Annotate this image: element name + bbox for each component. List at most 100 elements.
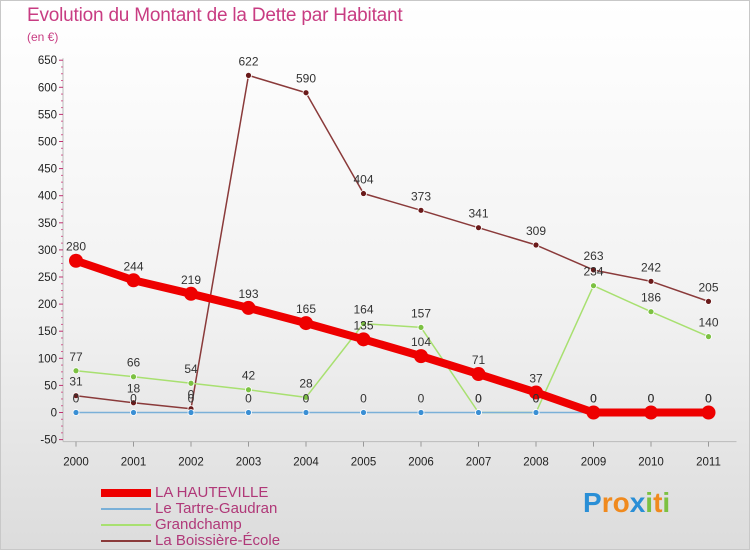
data-label: 135 xyxy=(353,318,373,332)
x-tick-label: 2004 xyxy=(293,457,319,469)
x-tick-label: 2006 xyxy=(408,457,434,469)
logo-letter: i xyxy=(645,487,654,518)
data-label: 0 xyxy=(188,388,195,402)
y-tick-label: 550 xyxy=(38,109,57,121)
data-label: 0 xyxy=(418,392,425,406)
data-label: 0 xyxy=(705,392,712,406)
y-tick-label: 250 xyxy=(38,272,57,284)
legend-swatch xyxy=(101,540,151,542)
y-tick-label: 0 xyxy=(51,408,57,420)
data-label: 0 xyxy=(705,392,712,406)
data-label: 219 xyxy=(181,273,201,287)
series-point xyxy=(72,367,80,375)
data-label: 18 xyxy=(127,382,141,396)
data-label: 77 xyxy=(69,350,83,364)
series-point xyxy=(590,266,597,274)
y-tick-label: 350 xyxy=(38,218,57,230)
y-tick-label: 500 xyxy=(38,137,57,149)
data-label: 165 xyxy=(296,302,316,316)
series-point xyxy=(644,405,658,420)
series-point xyxy=(647,277,655,285)
data-label: 71 xyxy=(472,353,486,367)
series-point xyxy=(184,286,198,301)
data-label: 263 xyxy=(583,249,603,263)
legend-label: La Boissière-École xyxy=(155,532,281,549)
data-label: 622 xyxy=(238,54,258,68)
logo-letter: i xyxy=(662,487,671,518)
series-point xyxy=(130,399,137,407)
series-point xyxy=(187,409,195,416)
data-label: 205 xyxy=(698,280,718,294)
data-label: 0 xyxy=(130,392,137,406)
data-label: 0 xyxy=(360,392,367,406)
series-point xyxy=(414,349,428,364)
data-label: 193 xyxy=(238,287,258,301)
x-tick-label: 2003 xyxy=(236,457,262,469)
data-label: 42 xyxy=(242,369,256,383)
legend-label: Le Tartre-Gaudran xyxy=(155,500,278,517)
legend-item: La Boissière-École xyxy=(101,532,361,549)
x-tick-label: 2002 xyxy=(178,457,204,469)
data-label: 309 xyxy=(526,224,546,238)
data-label: 157 xyxy=(411,306,431,320)
series-point xyxy=(586,405,601,420)
data-label: 0 xyxy=(533,392,540,406)
series-line xyxy=(75,74,710,410)
data-label: 0 xyxy=(475,392,482,406)
data-label: 0 xyxy=(590,392,597,406)
chart-axes: -50 0 50 100 150 200 250 300 350 400 450 500 550 600 6… xyxy=(38,55,737,469)
y-tick-label: 600 xyxy=(38,82,57,94)
legend-swatch xyxy=(101,524,151,526)
data-label: 373 xyxy=(411,189,431,203)
series-point xyxy=(245,409,252,416)
series-point xyxy=(302,409,310,416)
series-point xyxy=(245,386,252,394)
series-point xyxy=(590,282,597,290)
y-tick-label: 100 xyxy=(38,353,57,365)
data-label: 0 xyxy=(245,392,252,406)
data-label: 28 xyxy=(299,376,313,390)
series-point xyxy=(701,405,716,420)
logo-letter: x xyxy=(629,487,646,518)
y-tick-label: 400 xyxy=(38,191,57,203)
chart-unit-label: (en €) xyxy=(27,30,59,44)
data-label: 31 xyxy=(69,375,83,389)
x-tick-label: 2010 xyxy=(638,457,664,469)
x-tick-label: 2000 xyxy=(63,457,89,469)
series-point xyxy=(302,89,310,97)
y-tick-label: -50 xyxy=(40,435,57,447)
series-point xyxy=(360,409,367,416)
chart-series-markers xyxy=(69,71,716,420)
y-tick-label: 650 xyxy=(38,55,57,67)
data-label: 164 xyxy=(353,303,373,317)
series-point xyxy=(471,367,486,382)
series-point xyxy=(360,190,367,197)
data-label: 186 xyxy=(641,291,661,305)
series-point xyxy=(299,316,313,331)
y-tick-label: 150 xyxy=(38,326,57,338)
data-label: 0 xyxy=(188,392,195,406)
legend-item: LA HAUTEVILLE xyxy=(101,484,361,501)
series-point xyxy=(187,379,195,387)
data-label: 242 xyxy=(641,260,661,274)
data-label: 0 xyxy=(648,392,655,406)
data-label: 0 xyxy=(303,392,310,406)
data-label: 0 xyxy=(73,392,80,406)
proxiti-logo: Proxiti xyxy=(583,487,670,519)
series-line xyxy=(75,284,710,414)
series-point xyxy=(72,409,80,416)
logo-letter: t xyxy=(653,487,663,518)
data-label: 140 xyxy=(698,316,718,330)
series-point xyxy=(417,409,425,416)
legend-item: Grandchamp xyxy=(101,516,361,533)
x-tick-label: 2005 xyxy=(351,457,377,469)
data-label: 54 xyxy=(184,362,198,376)
x-tick-label: 2009 xyxy=(581,457,607,469)
series-point xyxy=(475,224,482,232)
series-point xyxy=(529,385,543,400)
series-point xyxy=(126,273,141,288)
x-tick-label: 2011 xyxy=(696,457,721,469)
data-label: 404 xyxy=(353,173,373,187)
series-point xyxy=(360,320,367,328)
series-point xyxy=(647,308,655,316)
